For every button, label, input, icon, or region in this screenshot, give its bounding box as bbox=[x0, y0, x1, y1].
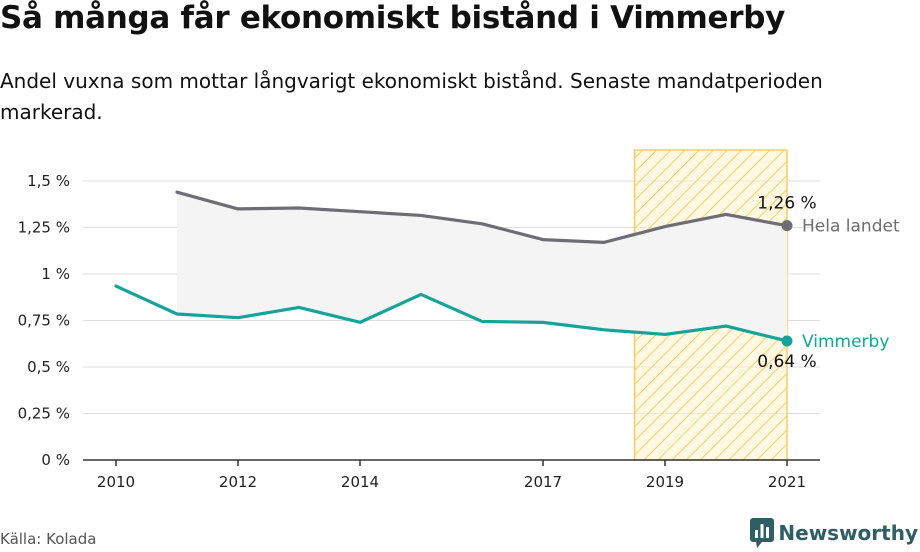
y-tick-label: 1 % bbox=[41, 265, 70, 283]
chat-bar-chart-icon bbox=[750, 518, 775, 548]
gap-area bbox=[177, 192, 787, 341]
chart-subtitle: Andel vuxna som mottar långvarigt ekonom… bbox=[0, 69, 823, 124]
source-note: Källa: Kolada bbox=[0, 530, 97, 548]
end-value-label: 1,26 % bbox=[757, 194, 816, 214]
x-tick-label: 2021 bbox=[768, 473, 806, 491]
series-lines bbox=[114, 190, 793, 347]
series-line-hela-landet bbox=[175, 190, 789, 244]
brand-name: Newsworthy bbox=[778, 521, 918, 545]
y-tick-label: 1,25 % bbox=[18, 219, 70, 237]
end-value-label: 0,64 % bbox=[757, 352, 816, 372]
y-tick-label: 0,25 % bbox=[18, 405, 70, 423]
brand-logo: Newsworthy bbox=[750, 518, 918, 548]
chart-title: Så många får ekonomiskt bistånd i Vimmer… bbox=[0, 0, 786, 36]
x-tick-label: 2014 bbox=[341, 473, 379, 491]
area-between-series bbox=[177, 192, 787, 341]
y-tick-label: 0 % bbox=[41, 451, 70, 469]
end-point-marker bbox=[781, 220, 793, 232]
x-axis: 2010 2012 2014 2017 2019 2021 bbox=[83, 459, 820, 491]
series-line-vimmerby bbox=[114, 284, 789, 343]
x-tick-label: 2012 bbox=[219, 473, 257, 491]
y-tick-label: 0,5 % bbox=[27, 358, 70, 376]
y-tick-label: 1,5 % bbox=[27, 172, 70, 190]
end-point-marker bbox=[781, 335, 793, 347]
series-name-label: Vimmerby bbox=[802, 332, 889, 352]
x-tick-label: 2019 bbox=[646, 473, 684, 491]
y-tick-label: 0,75 % bbox=[18, 312, 70, 330]
x-tick-label: 2010 bbox=[97, 473, 135, 491]
series-name-label: Hela landet bbox=[802, 217, 900, 237]
x-tick-label: 2017 bbox=[524, 473, 562, 491]
